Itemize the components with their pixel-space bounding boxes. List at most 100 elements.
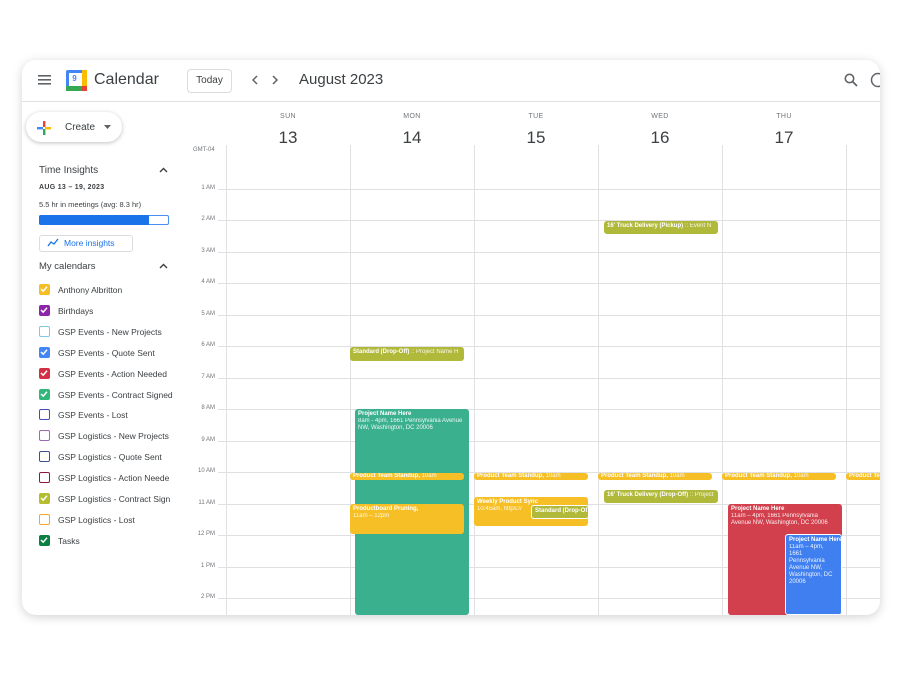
create-caret bbox=[104, 125, 111, 129]
calendar-name[interactable]: GSP Logistics - Quote Sent bbox=[58, 452, 162, 463]
calendar-name[interactable]: GSP Events - Action Needed bbox=[58, 368, 167, 379]
event-title: Product Team Standup, bbox=[353, 473, 420, 479]
calendar-checkbox[interactable] bbox=[39, 409, 50, 421]
calendar-name[interactable]: GSP Logistics - Contract Sign bbox=[58, 494, 171, 504]
calendar-event[interactable]: 16' Truck Delivery (Pickup) :: Event N bbox=[604, 221, 718, 234]
calendar-checkbox[interactable] bbox=[39, 534, 50, 546]
event-detail: 10:45am, https:// bbox=[477, 506, 522, 512]
calendar-event[interactable]: Project Name Here 11am – 4pm, 1661 Pennsy… bbox=[785, 534, 842, 615]
event-detail: 11am – 12pm bbox=[353, 513, 390, 519]
calendar-event[interactable]: Product Team Standup, 10am bbox=[722, 473, 836, 480]
calendar-checkbox[interactable] bbox=[39, 451, 50, 463]
calendar-checkbox[interactable] bbox=[39, 472, 50, 484]
calendar-checkbox[interactable] bbox=[39, 367, 50, 379]
event-title: Product Te bbox=[849, 473, 880, 479]
calendar-checkbox[interactable] bbox=[39, 304, 50, 316]
calendar-checkbox[interactable] bbox=[39, 325, 50, 337]
hour-line bbox=[218, 251, 880, 253]
calendar-name[interactable]: Birthdays bbox=[58, 305, 94, 316]
check-mark bbox=[40, 286, 48, 293]
event-title: Product Team Standup, bbox=[477, 473, 544, 479]
hour-label: 11 AM bbox=[198, 499, 215, 506]
check-mark bbox=[40, 390, 48, 397]
date-number: 14 bbox=[402, 128, 422, 147]
help-icon[interactable] bbox=[870, 72, 880, 88]
hour-line bbox=[218, 535, 880, 536]
check-mark bbox=[40, 495, 48, 502]
calendar-logo bbox=[66, 70, 87, 91]
calendar-checkbox[interactable] bbox=[39, 284, 50, 295]
calendar-name[interactable]: GSP Events - Contract Signed bbox=[58, 389, 173, 400]
date-number: 17 bbox=[774, 128, 794, 147]
more-insights-button[interactable] bbox=[39, 235, 133, 252]
column-divider bbox=[598, 145, 599, 615]
calendar-event[interactable]: Standard (Drop-Of bbox=[531, 505, 589, 519]
hour-label: 9 AM bbox=[201, 436, 215, 443]
calendar-event[interactable]: Product Team Standup, 10am bbox=[350, 473, 464, 480]
create-label: Create bbox=[65, 122, 96, 133]
event-detail: 10am bbox=[421, 473, 437, 479]
event-detail: :: Project Name H bbox=[411, 349, 459, 355]
hour-label: 7 AM bbox=[201, 373, 215, 380]
event-detail: :: Event N bbox=[684, 223, 712, 229]
hour-line bbox=[218, 440, 880, 442]
calendar-name[interactable]: Tasks bbox=[58, 535, 80, 546]
hour-line bbox=[218, 314, 880, 316]
calendar-checkbox[interactable] bbox=[39, 430, 50, 442]
calendar-event[interactable]: 16' Truck Delivery (Drop-Off) :: Project bbox=[604, 490, 718, 503]
calendar-event[interactable]: Productboard Pruning, 11am – 12pm bbox=[350, 504, 464, 534]
calendar-window: 9 Calendar Today August 2023 Create Time… bbox=[22, 60, 880, 615]
hour-label: 12 PM bbox=[197, 531, 215, 537]
calendar-name[interactable]: Anthony Albritton bbox=[58, 285, 123, 295]
event-title: Product Team Standup, bbox=[601, 473, 668, 479]
menu-icon[interactable] bbox=[38, 74, 52, 86]
column-divider bbox=[722, 145, 723, 615]
event-title: Product Team Standup, bbox=[725, 473, 792, 479]
hour-line bbox=[218, 472, 880, 473]
timezone: GMT-04 bbox=[193, 147, 215, 153]
collapse-icon[interactable] bbox=[159, 167, 168, 173]
insights-title: Time Insights bbox=[39, 165, 99, 176]
month-title: August 2023 bbox=[299, 71, 384, 88]
calendar-event[interactable]: Product Team Standup, 10am bbox=[598, 473, 712, 480]
event-detail: 11am – 4pm, 1661 Pennsylvania Avenue NW,… bbox=[789, 544, 833, 585]
event-title: Standard (Drop-Of bbox=[535, 508, 588, 514]
hour-label: 3 AM bbox=[201, 247, 215, 254]
calendar-name[interactable]: GSP Logistics - New Projects bbox=[58, 431, 169, 442]
calendar-name[interactable]: GSP Logistics - Action Neede bbox=[58, 473, 170, 484]
insights-range: AUG 13 – 19, 2023 bbox=[39, 184, 105, 191]
event-title: Project Name Here bbox=[731, 506, 785, 512]
insights-summary: 5.5 hr in meetings (avg: 8.3 hr) bbox=[39, 200, 142, 209]
hour-line bbox=[218, 220, 880, 221]
weekday: THU bbox=[776, 113, 792, 120]
today-button[interactable]: Today bbox=[187, 69, 232, 93]
insights-icon bbox=[47, 238, 59, 247]
calendar-checkbox[interactable] bbox=[39, 493, 50, 504]
column-divider bbox=[846, 145, 847, 615]
search-icon[interactable] bbox=[844, 73, 858, 87]
calendar-name[interactable]: GSP Events - New Projects bbox=[58, 326, 162, 337]
hour-label: 1 PM bbox=[200, 562, 215, 569]
calendar-name[interactable]: GSP Logistics - Lost bbox=[58, 514, 135, 525]
calendar-checkbox[interactable] bbox=[39, 513, 50, 525]
calendar-checkbox[interactable] bbox=[39, 388, 50, 400]
calendar-name[interactable]: GSP Events - Quote Sent bbox=[58, 347, 155, 358]
event-title: Project Name Here bbox=[358, 411, 412, 417]
hour-line bbox=[218, 566, 880, 568]
app-name: Calendar bbox=[94, 71, 159, 88]
calendar-name[interactable]: GSP Events - Lost bbox=[58, 410, 128, 421]
collapse-icon[interactable] bbox=[159, 263, 168, 269]
weekday: WED bbox=[651, 113, 669, 120]
event-detail: 8am - 4pm, 1661 Pennsylvania Avenue NW, … bbox=[358, 418, 463, 431]
header-divider bbox=[22, 101, 880, 102]
nav-arrows[interactable] bbox=[250, 74, 280, 86]
calendar-event[interactable]: Standard (Drop-Off) :: Project Name H bbox=[350, 347, 464, 361]
hour-label: 5 AM bbox=[201, 310, 215, 317]
event-detail: :: Project bbox=[689, 492, 714, 498]
calendar-checkbox[interactable] bbox=[39, 346, 50, 358]
calendar-event[interactable]: Product Te bbox=[846, 473, 880, 480]
calendar-event[interactable]: Product Team Standup, 10am bbox=[474, 473, 588, 480]
event-detail: 10am bbox=[669, 473, 685, 479]
hour-line bbox=[218, 598, 880, 599]
